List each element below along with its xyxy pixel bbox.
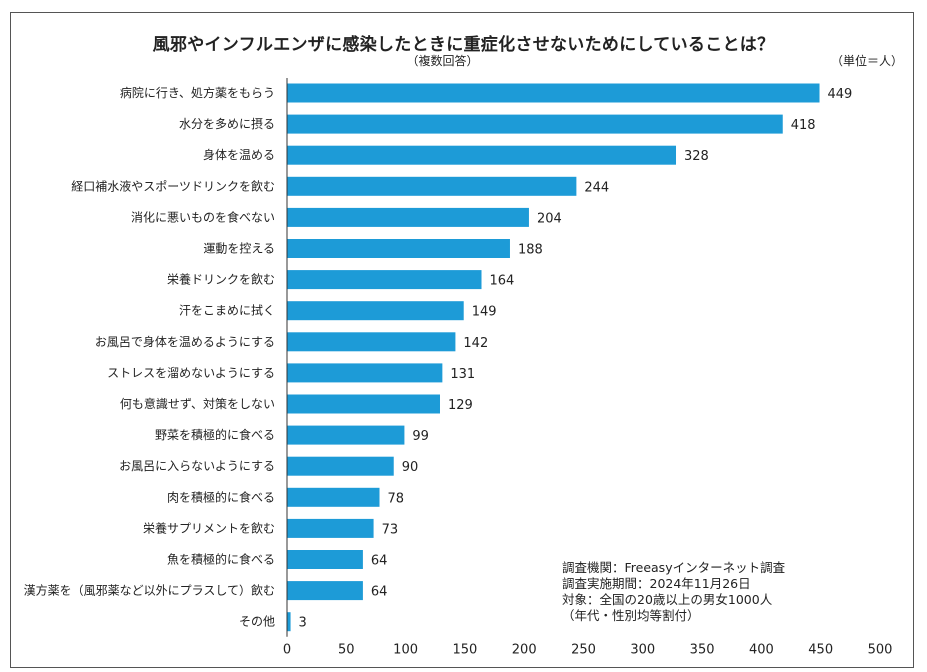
category-label: お風呂に入らないようにする: [119, 459, 275, 473]
bar: [287, 363, 443, 383]
category-label: 汗をこまめに拭く: [179, 304, 275, 318]
value-label: 188: [518, 243, 543, 258]
x-tick-label: 250: [571, 643, 596, 658]
category-label: 身体を温める: [203, 147, 275, 162]
category-label: 水分を多めに摂る: [179, 116, 275, 131]
value-label: 164: [490, 274, 515, 289]
value-label: 129: [448, 398, 473, 413]
bar: [287, 83, 820, 103]
category-label: 肉を積極的に食べる: [167, 489, 275, 504]
survey-note-line: 調査実施期間：2024年11月26日: [562, 576, 751, 591]
value-label: 449: [828, 87, 853, 102]
category-label: ストレスを溜めないようにする: [107, 365, 275, 380]
category-label: その他: [239, 615, 275, 629]
bar: [287, 550, 363, 569]
bar: [287, 487, 380, 507]
category-label: 栄養サプリメントを飲む: [143, 520, 275, 535]
x-tick-label: 150: [452, 643, 477, 658]
value-labels: 449 418 328 244 204 188 164 149 142 131 129 99 90 78 7…: [299, 87, 853, 631]
chart-title: 風邪やインフルエンザに感染したときに重症化させないためにしていることは？: [152, 35, 775, 55]
value-label: 73: [382, 522, 399, 537]
category-label: 魚を積極的に食べる: [167, 552, 275, 567]
value-label: 3: [299, 616, 307, 631]
bar: [287, 176, 577, 196]
category-label: 病院に行き、処方薬をもらう: [120, 85, 275, 100]
bar: [287, 270, 482, 290]
bar: [287, 425, 405, 445]
survey-note-line: 対象：全国の20歳以上の男女1000人: [562, 592, 773, 607]
category-label: お風呂で身体を温めるようにする: [95, 334, 275, 349]
category-label: 野菜を積極的に食べる: [155, 427, 275, 442]
bar: [287, 239, 510, 258]
x-tick-label: 450: [808, 643, 833, 658]
category-label: 運動を控える: [203, 242, 275, 256]
bar: [287, 394, 440, 414]
x-tick-label: 500: [868, 643, 893, 658]
value-label: 244: [584, 180, 609, 195]
survey-note-line: （年代・性別均等割付）: [562, 608, 700, 623]
category-label: 経口補水液やスポーツドリンクを飲む: [71, 178, 275, 193]
value-label: 142: [463, 336, 488, 351]
value-label: 328: [684, 149, 709, 164]
x-tick-label: 350: [690, 643, 715, 658]
value-label: 204: [537, 211, 562, 226]
value-label: 131: [450, 367, 475, 382]
bar: [287, 145, 677, 165]
category-labels: 病院に行き、処方薬をもらう水分を多めに摂る身体を温める経口補水液やスポーツドリン…: [24, 85, 275, 629]
value-label: 418: [791, 118, 816, 133]
x-tick-label: 200: [512, 643, 537, 658]
category-label: 栄養ドリンクを飲む: [167, 272, 275, 287]
bar: [287, 301, 464, 321]
x-tick-label: 0: [283, 643, 291, 658]
bar: [287, 518, 374, 538]
bar: [287, 332, 456, 352]
value-label: 99: [412, 429, 429, 444]
bar: [287, 581, 363, 601]
category-label: 漢方薬を（風邪薬など以外にプラスして）飲む: [24, 583, 275, 598]
value-label: 149: [472, 305, 497, 320]
survey-note-line: 調査機関：Freeasyインターネット調査: [562, 560, 786, 575]
unit-label: （単位＝人）: [830, 54, 903, 68]
value-label: 64: [371, 585, 388, 600]
category-label: 消化に悪いものを食べない: [131, 209, 275, 224]
bar: [287, 612, 291, 632]
bars-layer: [287, 83, 820, 632]
bar: [287, 114, 783, 134]
chart-frame: [10, 12, 914, 668]
value-label: 78: [388, 491, 405, 506]
survey-note: 調査機関：Freeasyインターネット調査 調査実施期間：2024年11月26日…: [562, 560, 785, 624]
category-label: 何も意識せず、対策をしない: [120, 396, 275, 411]
x-tick-label: 400: [749, 643, 774, 658]
bar: [287, 207, 529, 227]
x-axis-ticks: 0 50 100 150 200 250 300 350 400 450 500: [283, 643, 893, 658]
value-label: 90: [402, 460, 419, 475]
x-tick-label: 100: [393, 643, 418, 658]
x-tick-label: 50: [338, 643, 355, 658]
chart-subtitle: （複数回答）: [406, 54, 479, 68]
value-label: 64: [371, 554, 388, 569]
x-tick-label: 300: [630, 643, 655, 658]
bar: [287, 456, 394, 476]
